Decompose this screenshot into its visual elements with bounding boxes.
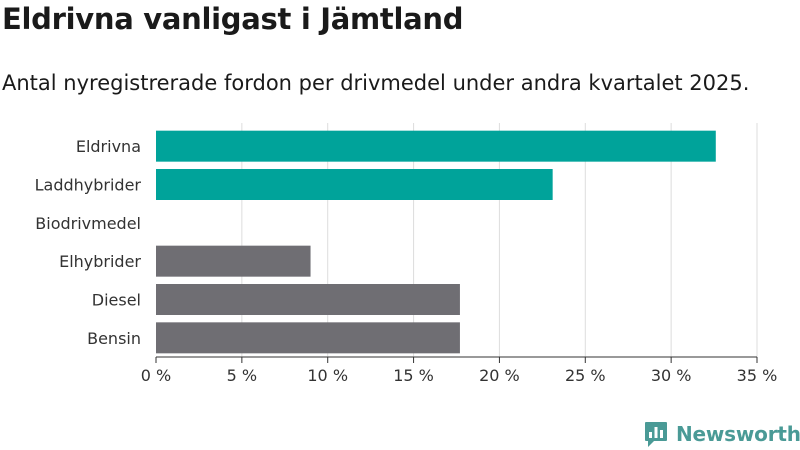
category-labels: Eldrivna Laddhybrider Biodrivmedel Elhybrid… [35, 137, 142, 348]
bar [156, 322, 460, 354]
category-label: Laddhybrider [35, 176, 142, 195]
chart-subtitle: Antal nyregistrerade fordon per drivmede… [2, 71, 750, 95]
x-tick-label: 30 % [651, 366, 692, 385]
category-label: Elhybrider [59, 252, 141, 271]
x-tick-label: 0 % [141, 366, 171, 385]
category-label: Eldrivna [76, 137, 141, 156]
x-tick-label: 35 % [737, 366, 778, 385]
x-axis: 0 % 5 % 10 % 15 % 20 % 25 % 30 % 35 % [141, 356, 778, 385]
grid-lines [241, 123, 758, 357]
bar [156, 284, 460, 315]
bar [156, 169, 553, 200]
bar [156, 245, 311, 277]
x-tick-label: 15 % [393, 366, 434, 385]
x-tick-label: 5 % [227, 366, 257, 385]
x-tick-label: 25 % [565, 366, 606, 385]
newsworthy-logo-icon [645, 422, 667, 447]
category-label: Biodrivmedel [35, 214, 141, 233]
category-label: Bensin [87, 329, 141, 348]
brand-name: Newsworthy [676, 422, 800, 446]
brand: Newsworthy [644, 419, 800, 449]
x-tick-label: 10 % [307, 366, 348, 385]
chart-title: Eldrivna vanligast i Jämtland [2, 2, 464, 36]
category-label: Diesel [92, 291, 141, 310]
bars [156, 130, 716, 354]
bar [156, 130, 716, 162]
x-tick-label: 20 % [479, 366, 520, 385]
